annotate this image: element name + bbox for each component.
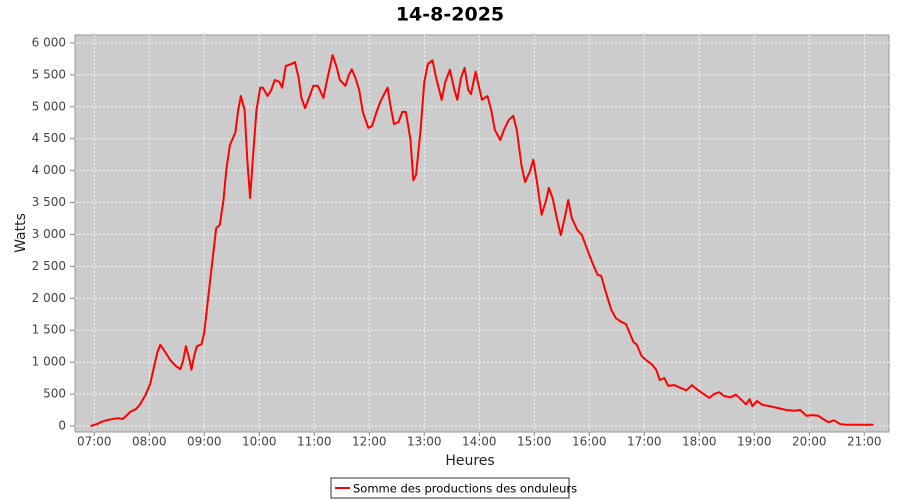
y-tick-label: 3 500 [32,195,66,209]
x-tick-label: 11:00 [297,435,332,449]
legend-label: Somme des productions des onduleurs [353,482,577,496]
x-tick-label: 21:00 [847,435,882,449]
x-tick-label: 19:00 [737,435,772,449]
series-line [90,54,874,427]
x-tick-label: 10:00 [242,435,277,449]
x-tick-label: 14:00 [462,435,497,449]
y-tick-label: 5 000 [32,99,66,113]
legend-box [330,477,570,499]
x-tick-label: 15:00 [517,435,552,449]
y-tick-label: 4 000 [32,163,66,177]
x-tick-label: 07:00 [77,435,112,449]
x-tick-label: 09:00 [187,435,222,449]
y-tick-label: 1 500 [32,323,66,337]
plot-area [74,34,890,433]
x-tick-label: 20:00 [792,435,827,449]
y-tick-label: 4 500 [32,131,66,145]
y-tick-label: 3 000 [32,227,66,241]
x-tick-label: 13:00 [407,435,442,449]
y-tick-label: 500 [43,387,66,401]
y-tick-label: 2 500 [32,259,66,273]
y-tick-label: 0 [58,418,66,432]
x-tick-label: 18:00 [682,435,717,449]
x-tick-label: 12:00 [352,435,387,449]
x-axis-title: Heures [445,453,494,469]
x-tick-label: 08:00 [132,435,167,449]
y-tick-label: 1 000 [32,355,66,369]
y-axis-title: Watts [13,213,29,253]
y-tick-label: 6 000 [32,35,66,49]
x-tick-label: 16:00 [572,435,607,449]
chart-title: 14-8-2025 [396,4,504,26]
y-tick-label: 2 000 [32,291,66,305]
y-tick-label: 5 500 [32,67,66,81]
x-tick-label: 17:00 [627,435,662,449]
